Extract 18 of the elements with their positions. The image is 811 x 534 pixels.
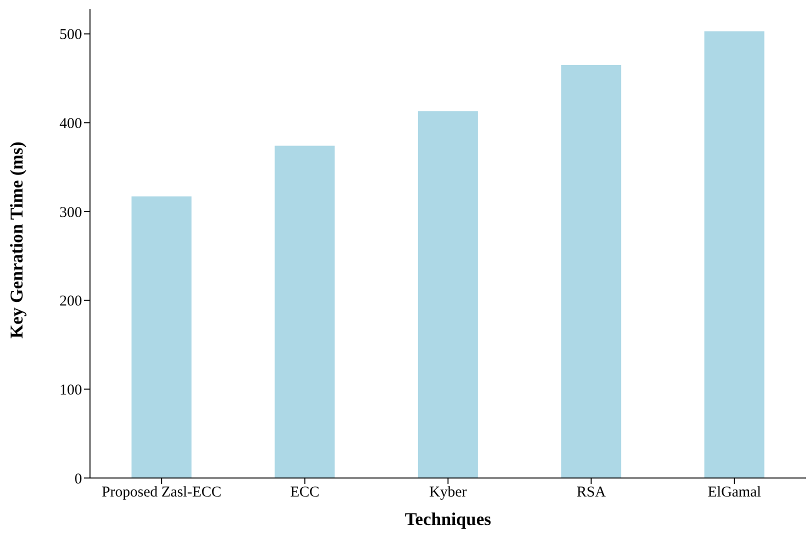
bar [274,146,335,478]
y-tick-label: 400 [60,116,82,132]
y-tick-label: 100 [60,382,82,398]
y-tick-label: 300 [60,204,82,221]
bar [704,31,764,478]
x-axis-title: Techniques [404,509,492,529]
x-tick-label: RSA [576,484,606,501]
y-tick-label: 200 [60,294,82,310]
bar [132,196,192,478]
y-tick-label: 0 [74,471,82,488]
bar [561,64,622,478]
x-tick-label: ElGamal [708,484,762,501]
y-tick-label: 500 [60,27,82,44]
x-tick-label: Proposed Zasl-ECC [102,484,222,501]
x-tick-label: ECC [290,484,320,501]
bar [418,111,478,478]
x-tick-label: Kyber [429,484,467,501]
y-axis-title: Key Genration Time (ms) [6,142,26,338]
